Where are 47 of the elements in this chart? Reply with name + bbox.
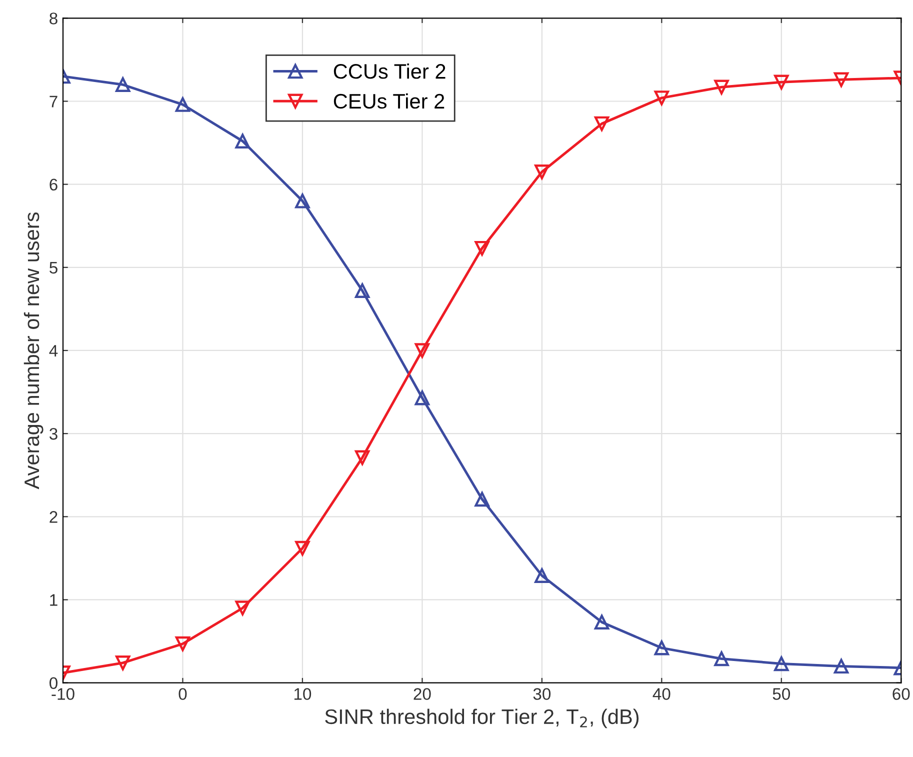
point [714, 651, 729, 666]
point [714, 80, 729, 94]
legend-label: CCUs Tier 2 [334, 64, 446, 79]
point [534, 164, 550, 180]
point [774, 74, 789, 90]
x-tick-label: 20 [414, 688, 431, 700]
x-tick-label: -10 [52, 688, 74, 700]
point [414, 343, 430, 358]
y-tick-label: 5 [50, 262, 58, 274]
point [354, 450, 370, 466]
point [175, 97, 190, 112]
x-tick-label: 40 [652, 688, 670, 700]
point [235, 600, 250, 616]
point [594, 116, 610, 132]
point [175, 636, 190, 652]
point [295, 540, 310, 556]
point [654, 640, 670, 656]
point [534, 568, 550, 583]
y-tick-label: 3 [50, 428, 58, 440]
y-tick-label: 7 [50, 96, 58, 108]
point [116, 656, 130, 670]
x-tick-label: 10 [294, 688, 312, 700]
x-tick-label: 0 [178, 688, 187, 700]
point [295, 194, 310, 208]
point [474, 240, 490, 256]
y-tick-label: 1 [50, 594, 58, 606]
point [594, 614, 610, 630]
point [116, 77, 130, 92]
legend-label: CEUs Tier 2 [334, 93, 444, 109]
point [774, 656, 789, 672]
y-tick-label: 6 [50, 178, 58, 191]
point [654, 90, 670, 106]
y-tick-label: 0 [50, 677, 58, 690]
point [235, 134, 250, 148]
y-tick-label: 8 [50, 12, 58, 24]
point [414, 390, 430, 406]
y-tick-label: 2 [50, 511, 58, 523]
point [354, 283, 370, 298]
x-tick-label: 30 [533, 688, 551, 700]
x-tick-label: 60 [892, 688, 910, 700]
x-axis-title: SINR threshold for Tier 2, T$_{2}$, (dB) [325, 708, 639, 728]
point [474, 492, 490, 507]
point [834, 658, 849, 674]
y-axis-title: Average number of new users [24, 212, 44, 490]
point [834, 72, 849, 88]
y-tick-label: 4 [49, 345, 58, 357]
x-tick-label: 50 [772, 688, 790, 700]
